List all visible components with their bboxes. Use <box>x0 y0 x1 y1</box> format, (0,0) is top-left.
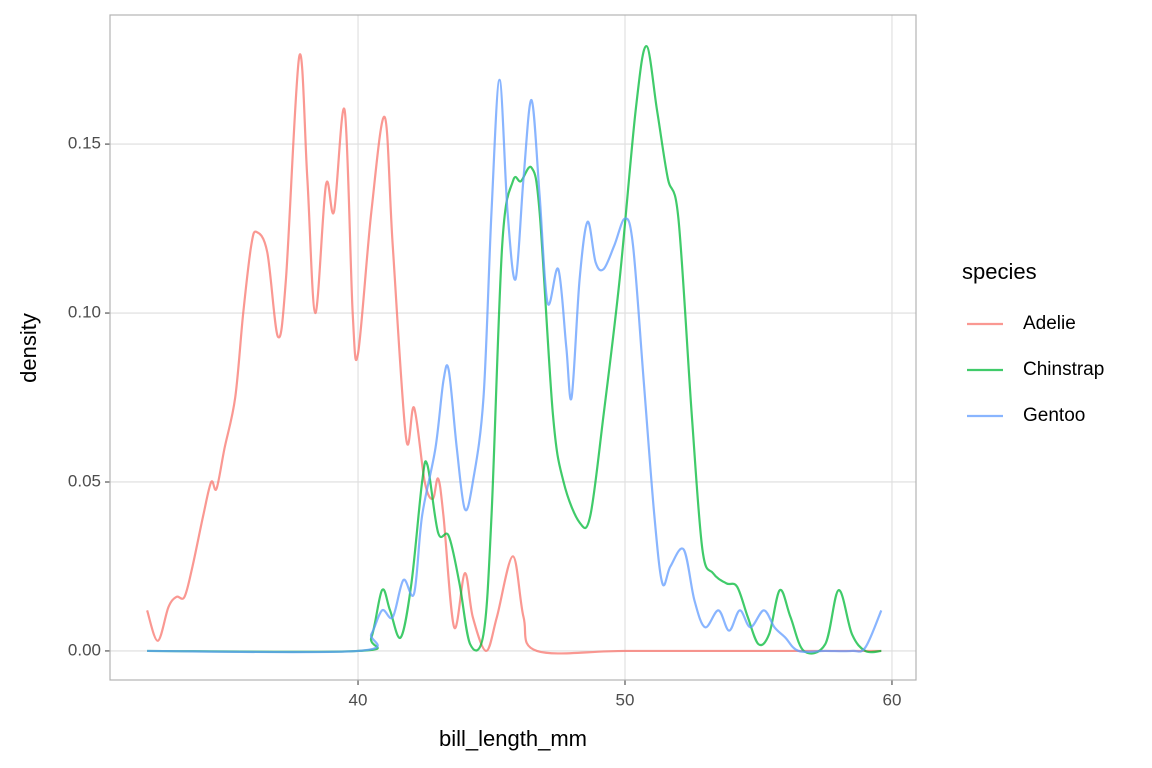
density-line <box>147 78 883 654</box>
y-axis-title: density <box>16 313 41 383</box>
y-tick-label: 0.00 <box>68 640 101 659</box>
y-tick-label: 0.05 <box>68 471 101 490</box>
density-line <box>147 44 882 655</box>
x-tick-label: 40 <box>349 690 368 709</box>
legend-title: species <box>962 259 1037 284</box>
legend-label: Adelie <box>1023 313 1076 334</box>
legend-label: Chinstrap <box>1023 359 1104 380</box>
panel-border <box>109 14 917 681</box>
x-axis-title: bill_length_mm <box>439 726 587 751</box>
y-tick-label: 0.15 <box>68 134 101 153</box>
y-tick-label: 0.10 <box>68 303 101 322</box>
legend-label: Gentoo <box>1023 405 1085 426</box>
x-tick-label: 50 <box>616 690 635 709</box>
x-tick-label: 60 <box>883 690 902 709</box>
